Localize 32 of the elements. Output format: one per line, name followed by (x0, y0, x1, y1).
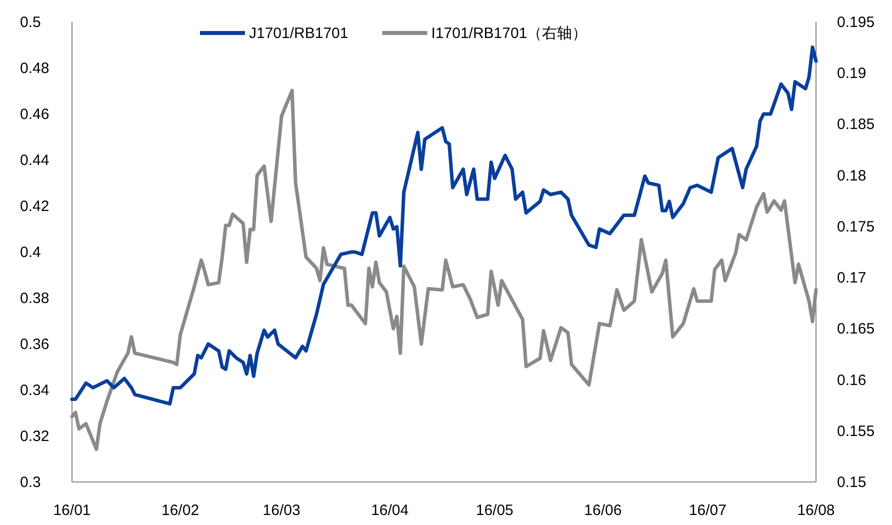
y-tick-label: 0.5 (20, 14, 41, 31)
y-tick-label: 0.38 (20, 290, 50, 307)
y2-tick-label: 0.19 (837, 65, 866, 82)
x-tick-label: 16/07 (688, 502, 726, 519)
x-tick-label: 16/05 (476, 502, 514, 519)
y-tick-label: 0.44 (20, 152, 50, 169)
x-tick-label: 16/01 (53, 502, 91, 519)
y2-tick-label: 0.16 (837, 372, 866, 389)
line-series (70, 46, 818, 406)
y2-tick-label: 0.155 (837, 422, 875, 440)
y2-tick-label: 0.18 (837, 167, 866, 184)
x-tick-label: 16/08 (797, 502, 835, 519)
y-tick-label: 0.4 (20, 244, 41, 261)
y-tick-label: 0.32 (20, 428, 50, 445)
y2-tick-label: 0.15 (837, 474, 866, 491)
y-tick-label: 0.48 (20, 60, 50, 77)
y-tick-label: 0.42 (20, 198, 50, 215)
x-tick-label: 16/06 (584, 502, 622, 519)
y-tick-label: 0.36 (20, 336, 50, 353)
y-tick-label: 0.34 (20, 382, 50, 399)
x-tick-label: 16/03 (262, 502, 300, 519)
y2-tick-label: 0.175 (837, 218, 875, 236)
legend-label: J1701/RB1701 (249, 25, 348, 42)
y2-tick-label: 0.195 (837, 14, 875, 31)
y2-tick-label: 0.17 (837, 270, 866, 287)
legend-label: I1701/RB1701（右轴） (431, 25, 588, 42)
y2-tick-label: 0.165 (837, 320, 875, 338)
y2-tick-label: 0.185 (837, 116, 875, 134)
y-tick-label: 0.46 (20, 106, 50, 123)
y-tick-label: 0.3 (20, 474, 41, 491)
x-tick-label: 16/02 (162, 502, 200, 519)
x-tick-label: 16/04 (371, 502, 409, 519)
